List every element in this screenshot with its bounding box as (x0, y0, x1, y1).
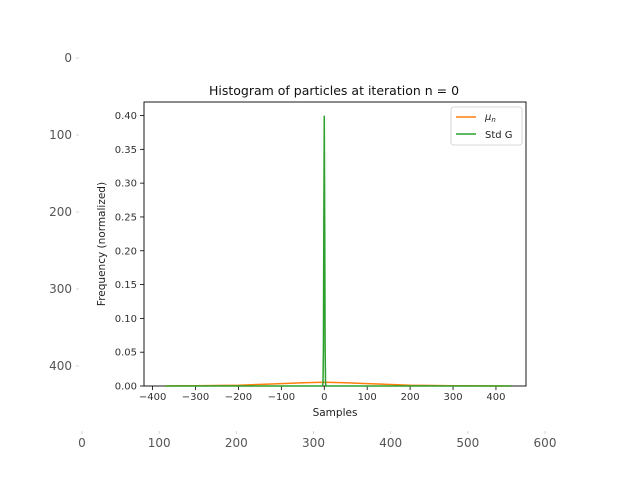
series-line-std-g (165, 115, 511, 387)
chart-title: Histogram of particles at iteration n = … (209, 83, 459, 98)
plot-frame (143, 101, 527, 387)
x-tick-label: 0 (321, 392, 327, 403)
y-tick-label: 0.20 (115, 246, 137, 257)
y-axis: 0.00 0.05 0.10 0.15 0.20 0.25 0.30 0.35 0.40 (115, 111, 144, 393)
y-tick-label: 0.30 (115, 179, 137, 190)
y-tick-label: 0.05 (115, 348, 137, 359)
legend-label-mu-n: μn (484, 112, 496, 124)
x-axis-label: Samples (313, 407, 358, 419)
y-tick-label: 0.40 (115, 111, 137, 122)
outer-x-tick-label: 600 (534, 436, 557, 450)
x-tick-label: −300 (182, 392, 209, 403)
x-tick-label: −100 (268, 392, 295, 403)
x-tick-label: 200 (401, 392, 420, 403)
x-axis: −400 −300 −200 −100 0 100 200 300 400 (139, 386, 506, 403)
outer-x-tick-label: 500 (456, 436, 479, 450)
y-tick-label: 0.25 (115, 212, 137, 223)
plot-area: −400 −300 −200 −100 0 100 200 300 400 0.000.050.… (115, 101, 527, 403)
outer-x-tick-label: 0 (78, 436, 86, 450)
outer-y-tick-label: 100 (49, 128, 72, 142)
y-tick-label: 0.15 (115, 280, 137, 291)
outer-x-tick-label: 300 (302, 436, 325, 450)
outer-x-axis: 0 100 200 300 400 500 600 (78, 431, 556, 450)
series-lines (165, 115, 511, 387)
outer-y-axis: 0 100 200 300 400 (49, 51, 79, 373)
x-tick-label: 400 (486, 392, 505, 403)
x-tick-label: 100 (358, 392, 377, 403)
legend: μn Std G (450, 106, 523, 146)
y-tick-label: 0.10 (115, 314, 137, 325)
x-tick-label: 300 (443, 392, 462, 403)
outer-y-tick-label: 300 (49, 282, 72, 296)
outer-x-tick-label: 400 (379, 436, 402, 450)
outer-y-tick-label: 0 (64, 51, 72, 65)
outer-y-tick-label: 200 (49, 205, 72, 219)
outer-x-tick-label: 100 (148, 436, 171, 450)
y-tick-label: 0.00 (115, 382, 137, 393)
outer-y-tick-label: 400 (49, 359, 72, 373)
y-tick-label: 0.35 (115, 145, 137, 156)
x-tick-label: −200 (225, 392, 252, 403)
legend-label-std-g: Std G (485, 130, 513, 141)
outer-x-tick-label: 200 (225, 436, 248, 450)
x-tick-label: −400 (139, 392, 166, 403)
y-axis-label: Frequency (normalized) (96, 182, 108, 306)
